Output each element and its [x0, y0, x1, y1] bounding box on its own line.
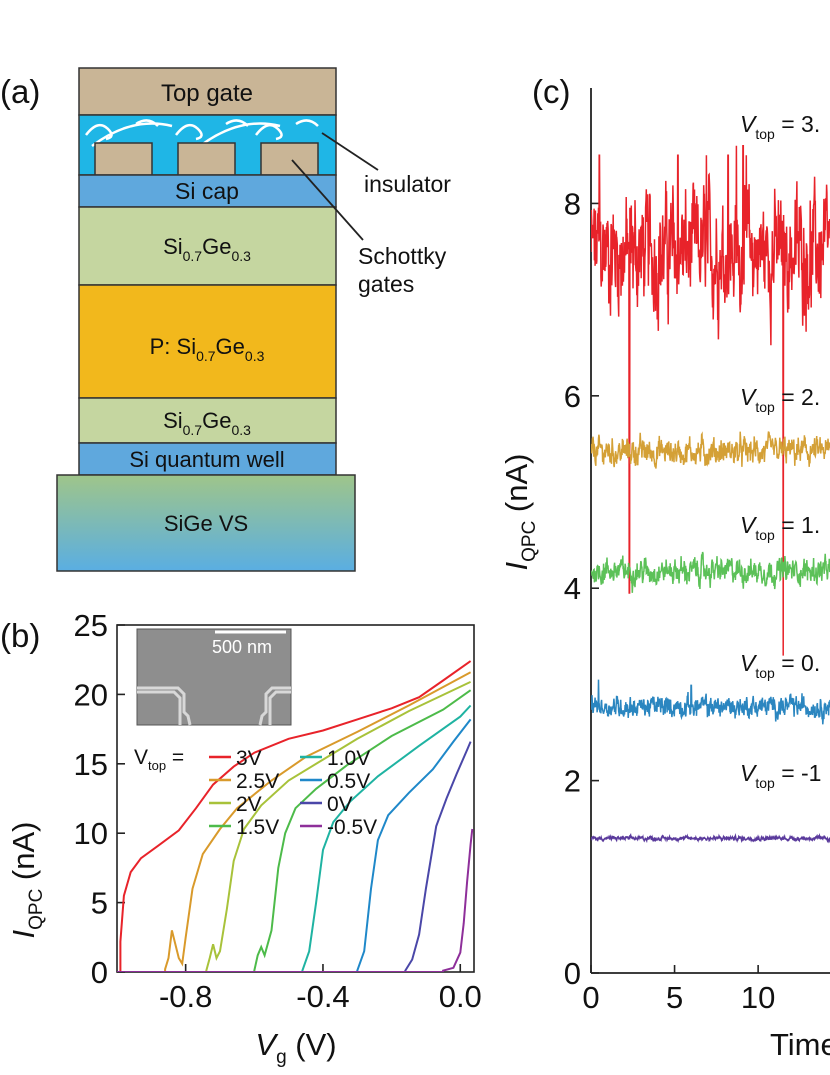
c-trace-label: Vtop = -1 — [740, 760, 821, 791]
panel-c-series — [591, 144, 830, 844]
legend-title: Vtop = — [134, 746, 184, 773]
panel-c: (c) 0 2 4 6 8 0 5 10 Vtop = 3. Vtop = 2. Vtop = 1… — [499, 73, 830, 1062]
b-ytick-label: 0 — [91, 955, 108, 990]
sige-lower-label: Si0.7Ge0.3 — [163, 408, 251, 438]
si-cap-label: Si cap — [175, 178, 239, 204]
panel-b-ylabel: IQPC (nA) — [6, 822, 47, 939]
b-series-line — [117, 660, 472, 972]
top-gate-layer — [78, 67, 337, 116]
c-series-line — [591, 832, 830, 844]
schottky-annotation-1: Schottky — [358, 243, 447, 269]
schottky-gate-3 — [260, 142, 319, 176]
b-legend-label: 1.5V — [236, 816, 279, 839]
panel-b-label: (b) — [0, 617, 40, 654]
panel-b-axes: 0 5 10 15 20 25 -0.8 -0.4 0.0 — [74, 608, 482, 1014]
quantum-well-label: Si quantum well — [129, 447, 284, 472]
c-ytick-label: 6 — [564, 379, 581, 414]
sem-gate-right — [258, 686, 291, 726]
b-ytick-label: 10 — [74, 816, 108, 851]
b-xtick-label: 0.0 — [439, 979, 482, 1014]
panel-c-ylabel: IQPC (nA) — [499, 454, 540, 571]
c-ytick-label: 8 — [564, 186, 581, 221]
sige-vs-label: SiGe VS — [164, 511, 248, 536]
b-xtick-label: -0.4 — [296, 979, 349, 1014]
panel-c-trace-labels: Vtop = 3. Vtop = 2. Vtop = 1. Vtop = 0. Vtop… — [740, 111, 821, 791]
b-series-line — [117, 828, 474, 972]
insulator-pointer — [321, 132, 379, 171]
b-series-line — [117, 671, 472, 972]
c-series-line — [591, 144, 830, 656]
panel-a: (a) Top gate Si cap Si0.7Ge0.3 P: Si0.7G… — [0, 67, 451, 572]
top-gate-label: Top gate — [161, 80, 253, 107]
c-ytick-label: 2 — [564, 764, 581, 799]
b-legend-label: -0.5V — [327, 816, 377, 839]
si-cap-layer — [78, 174, 337, 208]
b-legend-label: 2V — [236, 793, 262, 816]
sem-inset: 500 nm — [136, 628, 292, 726]
b-xtick-label: -0.8 — [159, 979, 212, 1014]
b-legend-label: 1.0V — [327, 747, 370, 770]
panel-c-axes: 0 2 4 6 8 0 5 10 — [564, 186, 776, 1015]
c-xtick-label: 0 — [582, 980, 599, 1015]
c-ytick-label: 0 — [564, 956, 581, 991]
schottky-pointer — [291, 159, 364, 241]
b-legend-label: 0.5V — [327, 770, 370, 793]
sige-vs-layer — [56, 474, 356, 572]
b-legend-label: 3V — [236, 747, 262, 770]
schottky-gate-2 — [177, 142, 236, 176]
c-series-line — [591, 551, 830, 593]
c-xtick-label: 10 — [741, 980, 775, 1015]
c-series-line — [591, 431, 830, 469]
c-trace-label: Vtop = 0. — [740, 650, 820, 681]
b-series-line — [117, 704, 472, 972]
sige-lower-layer — [78, 397, 337, 444]
b-legend-label: 0V — [327, 793, 353, 816]
quantum-well-layer — [78, 442, 337, 476]
c-trace-label: Vtop = 3. — [740, 111, 820, 142]
c-ytick-label: 4 — [564, 571, 581, 606]
doped-sige-layer — [78, 284, 337, 399]
c-trace-label: Vtop = 2. — [740, 384, 820, 415]
schottky-gate-1 — [94, 142, 153, 176]
c-xtick-label: 5 — [666, 980, 683, 1015]
b-ytick-label: 5 — [91, 886, 108, 921]
sem-gate-left — [137, 686, 192, 726]
b-series-line — [117, 689, 472, 972]
c-series-line — [591, 679, 830, 725]
b-legend-label: 2.5V — [236, 770, 279, 793]
b-series-line — [117, 680, 472, 972]
doped-sige-label: P: Si0.7Ge0.3 — [150, 334, 265, 364]
panel-c-xlabel: Time — [770, 1027, 830, 1062]
insulator-pattern — [85, 119, 319, 148]
c-trace-label: Vtop = 1. — [740, 512, 820, 543]
b-ytick-label: 25 — [74, 608, 108, 643]
insulator-annotation: insulator — [364, 171, 451, 197]
schottky-annotation-2: gates — [358, 271, 414, 297]
sige-upper-label: Si0.7Ge0.3 — [163, 234, 251, 264]
scale-bar-label: 500 nm — [212, 637, 272, 657]
sige-upper-layer — [78, 206, 337, 286]
panel-a-label: (a) — [0, 73, 40, 110]
panel-b-series — [117, 660, 474, 972]
panel-b-xlabel: Vg (V) — [255, 1027, 336, 1068]
panel-c-label: (c) — [532, 73, 570, 110]
b-ytick-label: 20 — [74, 677, 108, 712]
b-ytick-label: 15 — [74, 747, 108, 782]
